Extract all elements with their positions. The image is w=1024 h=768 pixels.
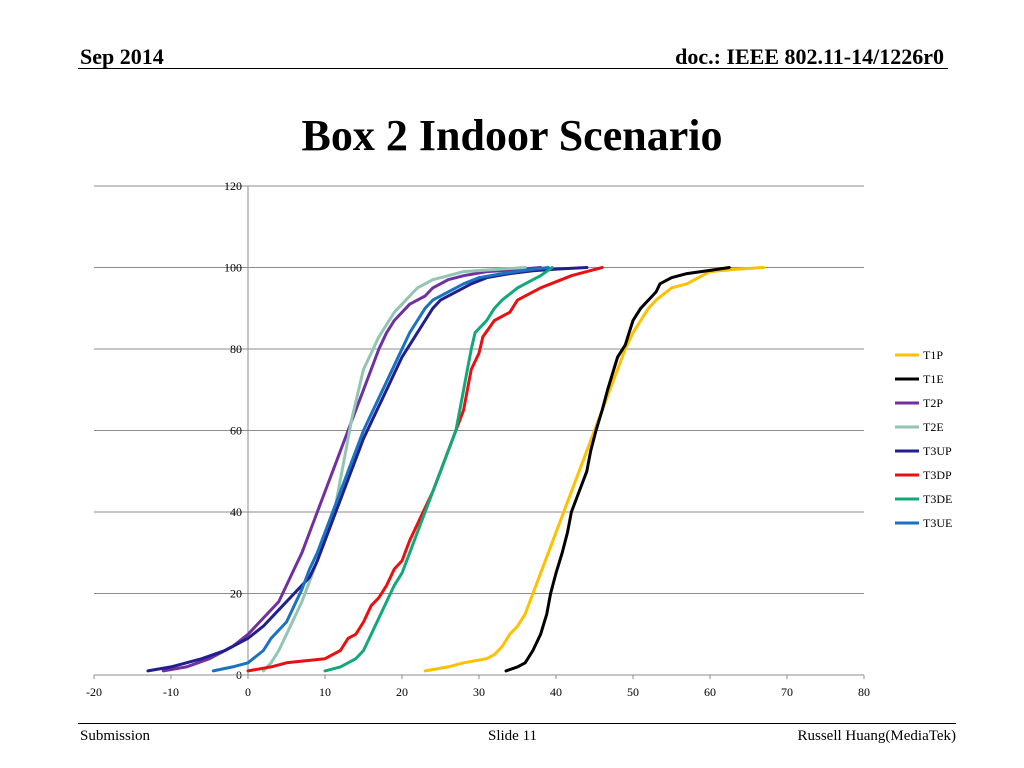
y-tick-label: 40 <box>230 505 242 519</box>
series-line-t1e <box>504 266 731 673</box>
series-line-t3de <box>323 266 554 673</box>
footer-author: Russell Huang(MediaTek) <box>797 728 957 744</box>
header-date: Sep 2014 <box>80 44 164 69</box>
legend-label-t2e: T2E <box>923 420 944 434</box>
y-tick-label: 80 <box>230 342 242 356</box>
x-tick-label: -10 <box>163 685 179 699</box>
legend-label-t1e: T1E <box>923 372 944 386</box>
y-tick-label: 100 <box>224 261 242 275</box>
chart-gridlines <box>94 185 864 594</box>
slide-title: Box 2 Indoor Scenario <box>301 111 723 160</box>
footer-submission: Submission <box>80 728 151 744</box>
x-tick-label: 70 <box>781 685 793 699</box>
y-tick-label: 20 <box>230 587 242 601</box>
x-tick-label: 30 <box>473 685 485 699</box>
x-tick-label: 40 <box>550 685 562 699</box>
footer-slide-number: Slide 11 <box>488 728 538 744</box>
x-tick-label: -20 <box>86 685 102 699</box>
x-tick-label: 20 <box>396 685 408 699</box>
header-divider <box>78 68 948 69</box>
y-tick-label: 120 <box>224 179 242 193</box>
chart-series <box>146 266 766 673</box>
legend-label-t2p: T2P <box>923 396 943 410</box>
x-tick-label: 60 <box>704 685 716 699</box>
legend-label-t3dp: T3DP <box>923 468 952 482</box>
series-line-t2e <box>261 266 527 673</box>
legend-label-t3de: T3DE <box>923 492 952 506</box>
legend-label-t3ue: T3UE <box>923 516 952 530</box>
y-tick-label: 60 <box>230 424 242 438</box>
chart-legend: T1P T1E T2P T2E T3UP T3DP T3DE T3UE <box>895 348 952 530</box>
legend-label-t3up: T3UP <box>923 444 952 458</box>
series-line-t3ue <box>211 266 550 673</box>
x-tick-label: 50 <box>627 685 639 699</box>
x-tick-label: 80 <box>858 685 870 699</box>
series-line-t3up <box>146 266 589 673</box>
series-line-t1p <box>423 266 766 673</box>
header-doc-id: doc.: IEEE 802.11-14/1226r0 <box>675 44 944 69</box>
series-line-t3dp <box>246 266 604 673</box>
legend-label-t1p: T1P <box>923 348 943 362</box>
x-tick-label: 10 <box>319 685 331 699</box>
footer-divider <box>78 723 956 724</box>
x-tick-label: 0 <box>245 685 251 699</box>
